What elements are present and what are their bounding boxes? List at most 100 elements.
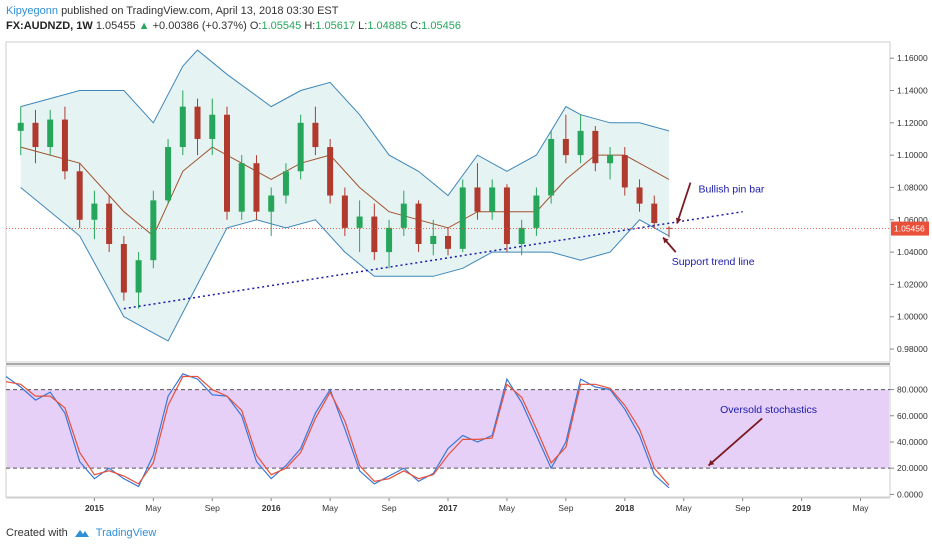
candle-body[interactable] (607, 155, 614, 164)
price-tick-label: 0.98000 (897, 344, 928, 354)
price-tick-label: 1.02000 (897, 279, 928, 289)
time-tick-label: May (322, 503, 339, 513)
time-tick-label: May (145, 503, 162, 513)
candle-body[interactable] (253, 163, 260, 212)
candle-body[interactable] (371, 216, 378, 253)
candle-body[interactable] (150, 200, 157, 261)
high-value: 1.05617 (315, 20, 356, 32)
footer: Created with TradingView (6, 527, 156, 539)
tradingview-brand-link[interactable]: TradingView (95, 527, 157, 539)
candle-body[interactable] (238, 163, 245, 212)
price-tick-label: 1.12000 (897, 118, 928, 128)
time-tick-label: Sep (735, 503, 750, 513)
candle-body[interactable] (165, 147, 172, 201)
stochastic-tick-label: 20.0000 (897, 463, 928, 473)
candle-body[interactable] (415, 203, 422, 245)
candle-body[interactable] (651, 203, 658, 224)
last-price-badge (891, 221, 929, 236)
author-link[interactable]: Kipyegonn (6, 5, 58, 17)
arrow-support-trend-line-head (663, 237, 669, 244)
time-tick-label: 2019 (792, 503, 811, 513)
tradingview-logo-icon (74, 530, 89, 537)
last-price: 1.05455 (95, 20, 136, 32)
stochastic-tick-label: 60.0000 (897, 411, 928, 421)
candle-body[interactable] (327, 147, 334, 196)
candle-body[interactable] (224, 114, 230, 212)
candle-body[interactable] (636, 187, 643, 204)
price-tick-label: 1.08000 (897, 182, 928, 192)
chart-canvas[interactable]: 0.98000 1.00000 1.02000 1.04000 1.06000 1.080… (0, 0, 932, 525)
stochastic-tick-label: 40.0000 (897, 437, 928, 447)
price-tick-label: 1.00000 (897, 312, 928, 322)
time-tick-label: May (853, 503, 870, 513)
candle-body[interactable] (17, 122, 24, 131)
time-tick-label: 2017 (439, 503, 458, 513)
candle-body[interactable] (430, 235, 437, 245)
publish-line: Kipyegonn published on TradingView.com, … (6, 4, 461, 19)
candle-body[interactable] (474, 187, 481, 212)
candle-body[interactable] (47, 119, 54, 148)
time-tick-label: 2018 (615, 503, 634, 513)
candle-body[interactable] (179, 106, 186, 148)
price-change: +0.00386 (+0.37%) (152, 20, 247, 32)
annotation-support-trend-line: Support trend line (672, 256, 755, 268)
candle-body[interactable] (621, 155, 628, 188)
last-price-badge-label: 1.05456 (894, 224, 925, 234)
candle-body[interactable] (91, 203, 98, 220)
candle-body[interactable] (459, 187, 466, 249)
candle-body[interactable] (76, 171, 83, 220)
candle-body[interactable] (312, 122, 319, 148)
time-tick-label: Sep (558, 503, 573, 513)
candle-body[interactable] (445, 235, 451, 249)
candle-body[interactable] (282, 171, 289, 196)
bollinger-upper-line (20, 49, 670, 197)
candle-body[interactable] (386, 227, 393, 253)
candle-body[interactable] (61, 119, 68, 172)
support-trend-line[interactable] (123, 210, 743, 310)
candle-body[interactable] (341, 195, 348, 228)
candle-body[interactable] (533, 195, 540, 228)
time-tick-label: May (676, 503, 693, 513)
stochastic-d-line[interactable] (5, 375, 670, 486)
publish-info: published on TradingView.com, April 13, … (61, 5, 339, 17)
annotation-bullish-pin-bar: Bullish pin bar (698, 183, 764, 195)
candle-body[interactable] (106, 203, 113, 245)
arrow-oversold-stochastics-head (708, 459, 715, 466)
candle-body[interactable] (518, 227, 525, 245)
time-tick-label: Sep (382, 503, 397, 513)
arrow-up-icon: ▲ (138, 20, 150, 32)
candle-body[interactable] (32, 122, 39, 148)
candle-body[interactable] (592, 130, 599, 164)
bollinger-basis-line (20, 146, 670, 237)
candle-body[interactable] (120, 244, 127, 293)
candle-body[interactable] (489, 187, 496, 212)
annotation-oversold-stochastics: Oversold stochastics (720, 404, 817, 416)
candle-body[interactable] (268, 195, 275, 212)
time-tick-label: Sep (205, 503, 220, 513)
high-label: H: (304, 20, 316, 32)
ohlc-line: FX:AUDNZD, 1W 1.05455 ▲ +0.00386 (+0.37%… (6, 19, 461, 34)
candle-body[interactable] (548, 138, 555, 196)
open-value: 1.05545 (261, 20, 302, 32)
candle-body[interactable] (194, 106, 201, 139)
low-label: L: (358, 20, 368, 32)
candle-body[interactable] (503, 187, 510, 245)
price-tick-label: 1.16000 (897, 53, 928, 63)
candle-body[interactable] (209, 114, 216, 139)
price-tick-label: 1.04000 (897, 247, 928, 257)
arrow-bullish-pin-bar-head (675, 217, 682, 224)
close-label: C: (410, 20, 422, 32)
candle-body[interactable] (356, 216, 363, 228)
created-with-label: Created with (6, 527, 68, 539)
time-tick-label: 2016 (262, 503, 281, 513)
open-label: O: (249, 20, 262, 32)
candle-body[interactable] (577, 130, 584, 156)
close-value: 1.05456 (421, 20, 461, 32)
candle-body[interactable] (562, 138, 569, 156)
chart-header: Kipyegonn published on TradingView.com, … (6, 4, 461, 34)
arrow-oversold-stochastics (707, 417, 763, 467)
candle-body[interactable] (400, 203, 407, 228)
candle-body[interactable] (297, 122, 304, 172)
candle-body[interactable] (135, 260, 142, 293)
time-tick-label: May (499, 503, 516, 513)
